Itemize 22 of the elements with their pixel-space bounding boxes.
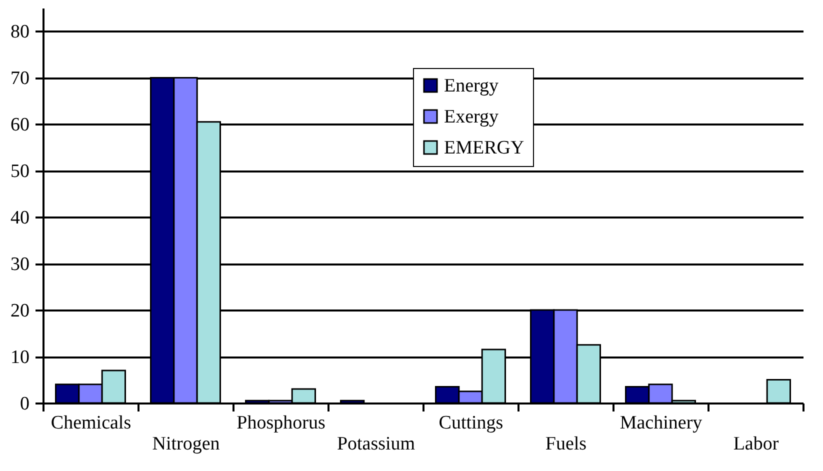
y-tick-label: 10: [10, 347, 30, 368]
legend-label: Energy: [444, 76, 500, 96]
x-tick-label: Phosphorus: [236, 412, 326, 434]
x-tick-label: Machinery: [620, 412, 703, 434]
y-tick-label: 80: [10, 22, 30, 43]
y-tick-label: 60: [10, 114, 30, 136]
x-tick-label: Fuels: [545, 434, 587, 454]
y-tick-label: 70: [10, 68, 30, 90]
legend-label: Exergy: [444, 106, 500, 128]
y-tick-label: 0: [20, 394, 30, 414]
bar: [340, 400, 365, 404]
y-tick-label: 20: [10, 300, 30, 322]
legend-label: EMERGY: [444, 138, 524, 158]
y-tick-label: 40: [10, 208, 30, 229]
y-tick-label: 30: [10, 254, 30, 276]
x-tick-label: Nitrogen: [152, 434, 220, 454]
y-tick-label: 50: [10, 161, 30, 182]
x-tick-label: Potassium: [336, 434, 416, 454]
x-tick-label: Labor: [733, 434, 780, 454]
x-tick-label: Cuttings: [438, 412, 504, 434]
bar: [766, 379, 792, 404]
x-tick-label: Chemicals: [50, 412, 132, 434]
